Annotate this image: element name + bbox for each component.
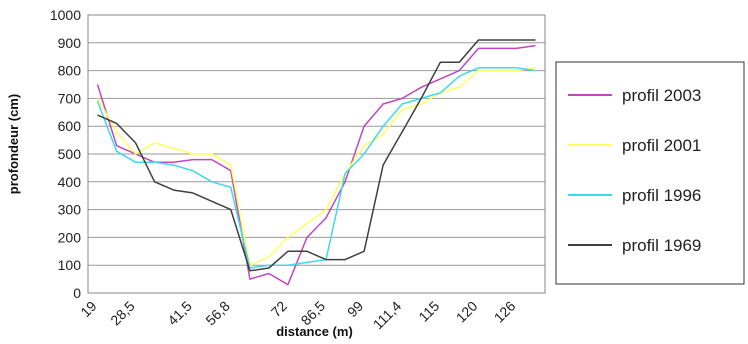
y-tick-label: 500	[58, 146, 82, 162]
legend-label: profil 1996	[622, 186, 701, 205]
legend-label: profil 2001	[622, 136, 701, 155]
y-tick-label: 600	[58, 118, 82, 134]
y-tick-label: 400	[58, 174, 82, 190]
y-axis-title: profondeur (cm)	[6, 94, 21, 194]
y-tick-label: 100	[58, 257, 82, 273]
legend: profil 2003 profil 2001 profil 1996 profil …	[555, 61, 745, 285]
x-tick-label: 111,4	[370, 298, 405, 333]
gridlines	[88, 14, 545, 294]
series-line-profil-2001	[96, 67, 536, 266]
series-line-profil-1969	[97, 39, 536, 272]
x-tick-label: 19	[77, 298, 99, 320]
x-tick-label: 56,8	[202, 298, 233, 329]
y-tick-label: 900	[58, 35, 82, 51]
x-tick-label: 99	[344, 298, 366, 320]
legend-box	[555, 61, 745, 285]
legend-label: profil 2003	[622, 86, 701, 105]
y-tick-label: 700	[58, 90, 82, 106]
series-line-profil-1996	[96, 67, 536, 269]
y-axis-ticks: 0 100 200 300 400 500 600 700 800 900 1000	[50, 7, 81, 301]
y-tick-label: 200	[58, 229, 82, 245]
y-tick-label: 300	[58, 202, 82, 218]
plot-area-frame	[87, 14, 546, 294]
y-tick-label: 800	[58, 63, 82, 79]
legend-label: profil 1969	[622, 236, 701, 255]
series-lines	[96, 39, 536, 286]
x-axis-title: distance (m)	[276, 324, 353, 339]
x-tick-label: 41,5	[164, 298, 195, 329]
series-line-profil-2003	[96, 44, 536, 286]
x-tick-label: 126	[491, 298, 519, 326]
x-tick-label: 120	[453, 298, 481, 326]
x-tick-label: 115	[415, 298, 442, 325]
y-tick-label: 1000	[50, 7, 81, 23]
x-tick-label: 72	[268, 298, 290, 320]
x-tick-label: 28,5	[107, 298, 138, 329]
y-tick-label: 0	[73, 285, 81, 301]
